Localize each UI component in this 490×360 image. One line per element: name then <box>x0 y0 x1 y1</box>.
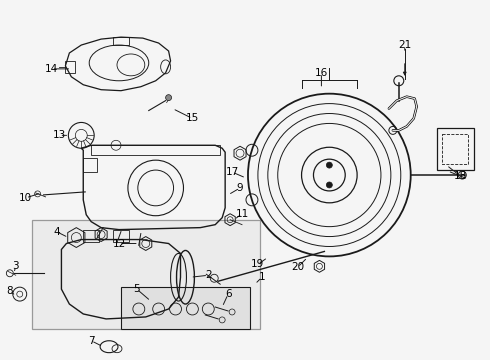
Text: 8: 8 <box>6 286 13 296</box>
Text: 14: 14 <box>45 64 58 74</box>
Bar <box>32 220 260 329</box>
Bar <box>437 129 474 170</box>
Text: 15: 15 <box>186 113 199 123</box>
Text: 2: 2 <box>205 270 212 280</box>
Bar <box>83 158 97 172</box>
Bar <box>113 37 129 45</box>
Text: 11: 11 <box>235 209 248 219</box>
Text: 20: 20 <box>291 262 304 272</box>
Circle shape <box>326 162 332 168</box>
Text: 17: 17 <box>225 167 239 177</box>
Text: 16: 16 <box>315 68 328 78</box>
Text: 5: 5 <box>134 284 140 294</box>
Circle shape <box>326 182 332 188</box>
Text: 10: 10 <box>19 193 32 203</box>
Circle shape <box>166 95 171 100</box>
Bar <box>91 145 220 155</box>
Text: 1: 1 <box>259 272 265 282</box>
Text: 4: 4 <box>53 226 60 237</box>
Bar <box>121 287 250 329</box>
Text: 6: 6 <box>225 289 231 299</box>
Bar <box>113 230 129 242</box>
Bar <box>442 134 468 164</box>
Text: 3: 3 <box>12 261 19 271</box>
Text: 19: 19 <box>251 259 265 269</box>
Bar <box>65 61 75 73</box>
Text: 21: 21 <box>398 40 412 50</box>
Text: 12: 12 <box>112 239 125 248</box>
Text: 13: 13 <box>53 130 66 140</box>
Text: 9: 9 <box>237 183 244 193</box>
Text: 18: 18 <box>454 171 467 181</box>
Bar <box>83 230 99 242</box>
Text: 7: 7 <box>88 336 95 346</box>
